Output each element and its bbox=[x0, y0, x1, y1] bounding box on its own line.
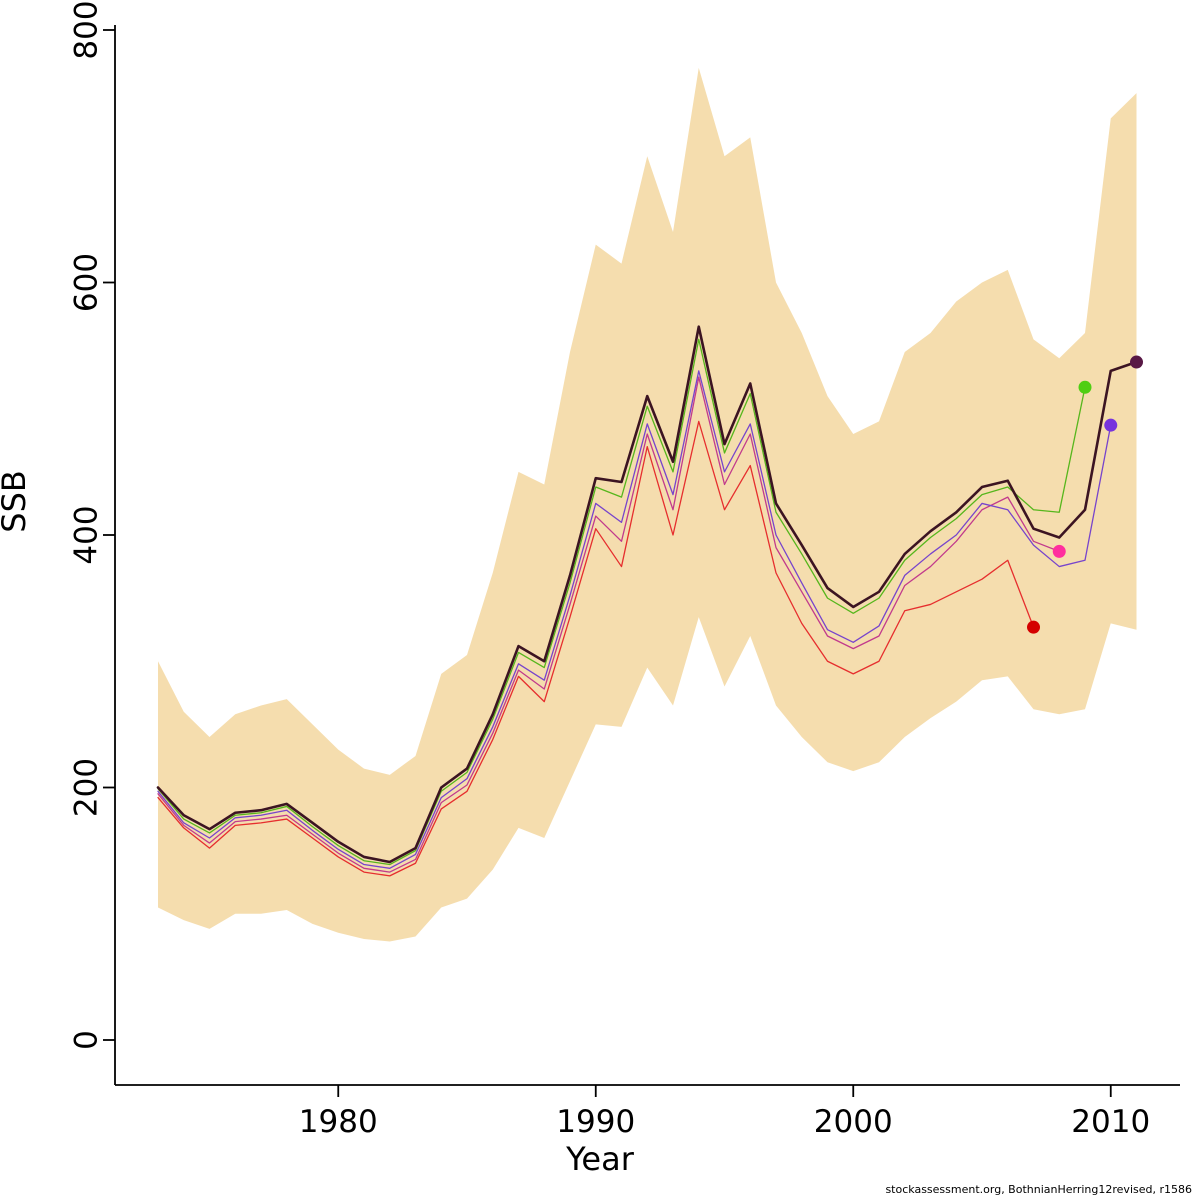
retro-2008-line bbox=[157, 376, 1060, 873]
x-tick-label: 2000 bbox=[814, 1104, 893, 1140]
y-tick-label: 600 bbox=[69, 253, 105, 312]
retro-2007-line bbox=[157, 420, 1035, 877]
x-axis-label: Year bbox=[566, 1140, 634, 1178]
x-tick-label: 2010 bbox=[1071, 1104, 1150, 1140]
y-tick-label: 200 bbox=[69, 758, 105, 817]
y-axis-label: SSB bbox=[0, 470, 33, 533]
confidence-band bbox=[158, 67, 1137, 942]
retro-2009-line bbox=[157, 338, 1086, 866]
retro-2009-end-dot bbox=[1078, 380, 1092, 394]
final-2011-end-dot bbox=[1130, 355, 1143, 369]
retro-2007-end-dot bbox=[1027, 620, 1040, 634]
x-tick-label: 1990 bbox=[556, 1104, 635, 1140]
final-2011-line bbox=[156, 325, 1138, 864]
y-tick-label: 800 bbox=[69, 0, 105, 59]
y-tick-label: 400 bbox=[69, 505, 105, 564]
source-credit: stockassessment.org, BothnianHerring12re… bbox=[885, 1183, 1192, 1196]
retro-2010-end-dot bbox=[1104, 418, 1118, 432]
retro-2010-line bbox=[157, 370, 1112, 869]
retro-2008-end-dot bbox=[1052, 544, 1066, 558]
y-tick-label: 0 bbox=[69, 1030, 105, 1050]
x-tick-label: 1980 bbox=[299, 1104, 378, 1140]
